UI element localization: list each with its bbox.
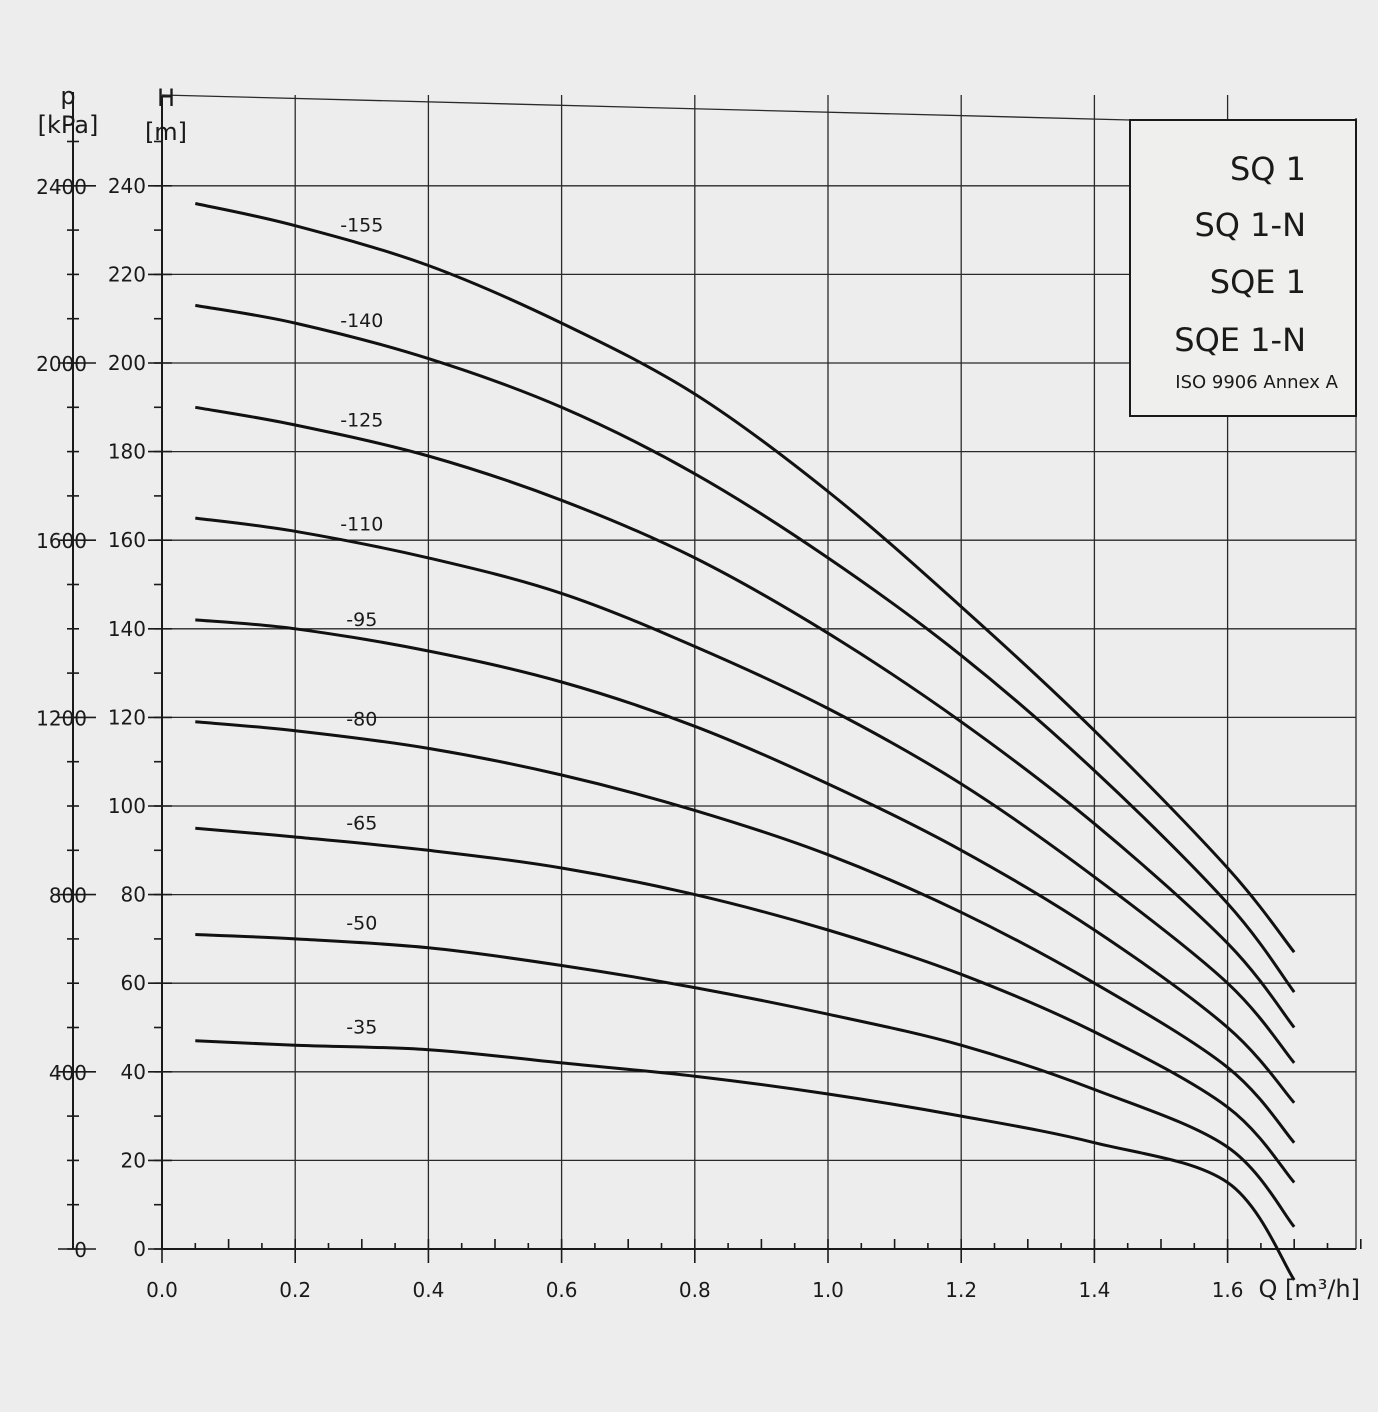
q-tick-label: 0.2: [279, 1278, 311, 1302]
p-tick-label: 2000: [36, 352, 87, 376]
legend-model-name: SQ 1-N: [1194, 206, 1306, 244]
p-tick-label: 0: [74, 1238, 87, 1262]
q-tick-label: 1.4: [1078, 1278, 1110, 1302]
curve-label: -125: [340, 410, 383, 432]
curve-label: -110: [340, 514, 383, 536]
curve-label: -140: [340, 310, 383, 332]
p-tick-label: 800: [49, 884, 87, 908]
q-tick-label: 1.6: [1212, 1278, 1244, 1302]
q-tick-label: 1.2: [945, 1278, 977, 1302]
curves-layer: [194, 202, 1296, 1281]
curve-label: -35: [346, 1016, 377, 1038]
legend-standard: ISO 9906 Annex A: [1175, 372, 1338, 393]
h-tick-label: 220: [108, 262, 146, 286]
legend-model-name: SQE 1-N: [1174, 321, 1306, 359]
h-tick-label: 200: [108, 351, 146, 375]
q-axis-unit: Q [m³/h]: [1258, 1275, 1360, 1303]
q-tick-label: 0.8: [679, 1278, 711, 1302]
p-tick-label: 400: [49, 1061, 87, 1085]
h-tick-label: 140: [108, 617, 146, 641]
h-tick-label: 40: [121, 1060, 146, 1084]
q-tick-label: 0.0: [146, 1278, 178, 1302]
pump-curve-65: [195, 826, 1296, 1184]
labels-layer: 0204060801001201401601802002202400400800…: [36, 82, 1360, 1303]
h-axis-unit: [m]: [145, 118, 187, 146]
plot-top-border: [161, 94, 1131, 121]
axes-layer: [58, 92, 1362, 1263]
legend-box: [1129, 119, 1357, 417]
h-tick-label: 180: [108, 440, 146, 464]
pump-curve-125: [195, 405, 1296, 1029]
grid-layer: [161, 94, 1357, 1249]
h-tick-label: 60: [121, 971, 146, 995]
h-tick-label: 240: [108, 174, 146, 198]
h-tick-label: 120: [108, 705, 146, 729]
legend: SQ 1 SQ 1-N SQE 1 SQE 1-N ISO 9906 Annex A: [1129, 119, 1357, 417]
pump-curve-110: [195, 516, 1296, 1064]
pump-curve-80: [195, 720, 1296, 1144]
h-tick-label: 20: [121, 1148, 146, 1172]
h-tick-label: 160: [108, 528, 146, 552]
pump-curve-35: [195, 1039, 1296, 1281]
h-tick-label: 100: [108, 794, 146, 818]
curve-label: -155: [340, 215, 383, 237]
curve-label: -65: [346, 813, 377, 835]
p-tick-label: 2400: [36, 175, 87, 199]
q-tick-label: 0.6: [546, 1278, 578, 1302]
pump-curve-155: [194, 202, 1296, 954]
legend-model-name: SQ 1: [1230, 150, 1306, 188]
q-tick-label: 0.4: [412, 1278, 444, 1302]
curve-label: -50: [346, 912, 377, 934]
p-axis-name: p: [60, 82, 75, 110]
p-axis-unit: [kPa]: [38, 111, 99, 139]
pump-curve-140: [195, 303, 1296, 993]
p-tick-label: 1200: [36, 706, 87, 730]
pump-curve-95: [195, 618, 1296, 1104]
p-tick-label: 1600: [36, 529, 87, 553]
pump-curve-50: [195, 933, 1296, 1228]
h-tick-label: 0: [133, 1237, 146, 1261]
curve-label: -80: [346, 709, 377, 731]
q-tick-label: 1.0: [812, 1278, 844, 1302]
h-tick-label: 80: [121, 883, 146, 907]
h-axis-name: H: [157, 84, 175, 112]
curve-label: -95: [346, 609, 377, 631]
legend-model-name: SQE 1: [1210, 263, 1306, 301]
